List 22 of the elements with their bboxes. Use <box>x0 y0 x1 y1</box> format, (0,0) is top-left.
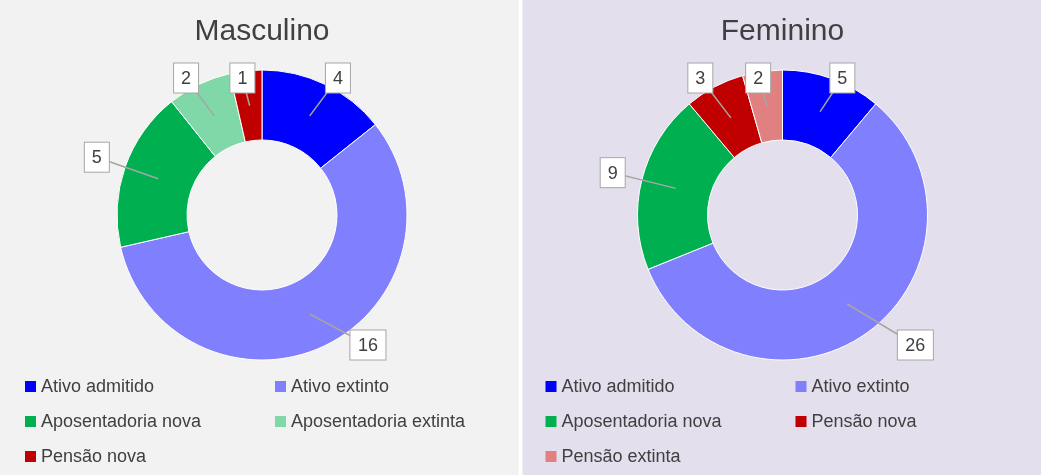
legend-label: Pensão extinta <box>561 446 682 466</box>
legend-label: Aposentadoria nova <box>561 411 723 431</box>
legend-label: Ativo extinto <box>291 376 390 396</box>
data-label: 3 <box>695 68 706 88</box>
data-label: 5 <box>91 147 102 168</box>
legend-label: Ativo extinto <box>811 376 910 396</box>
data-label: 4 <box>332 68 343 88</box>
legend-label: Aposentadoria extinta <box>291 411 467 431</box>
data-label: 9 <box>607 162 618 183</box>
data-label: 1 <box>237 68 248 88</box>
data-label: 2 <box>181 68 192 88</box>
chart-title: Feminino <box>720 13 845 46</box>
data-label: 26 <box>905 335 926 355</box>
chart-title: Masculino <box>194 13 330 46</box>
data-label: 16 <box>357 335 378 355</box>
data-label: 5 <box>837 68 848 88</box>
legend-label: Aposentadoria nova <box>41 411 203 431</box>
legend-label: Ativo admitido <box>41 376 155 396</box>
data-label: 2 <box>753 68 764 88</box>
legend-label: Ativo admitido <box>561 376 675 396</box>
legend-label: Pensão nova <box>41 446 148 466</box>
legend-label: Pensão nova <box>811 411 918 431</box>
